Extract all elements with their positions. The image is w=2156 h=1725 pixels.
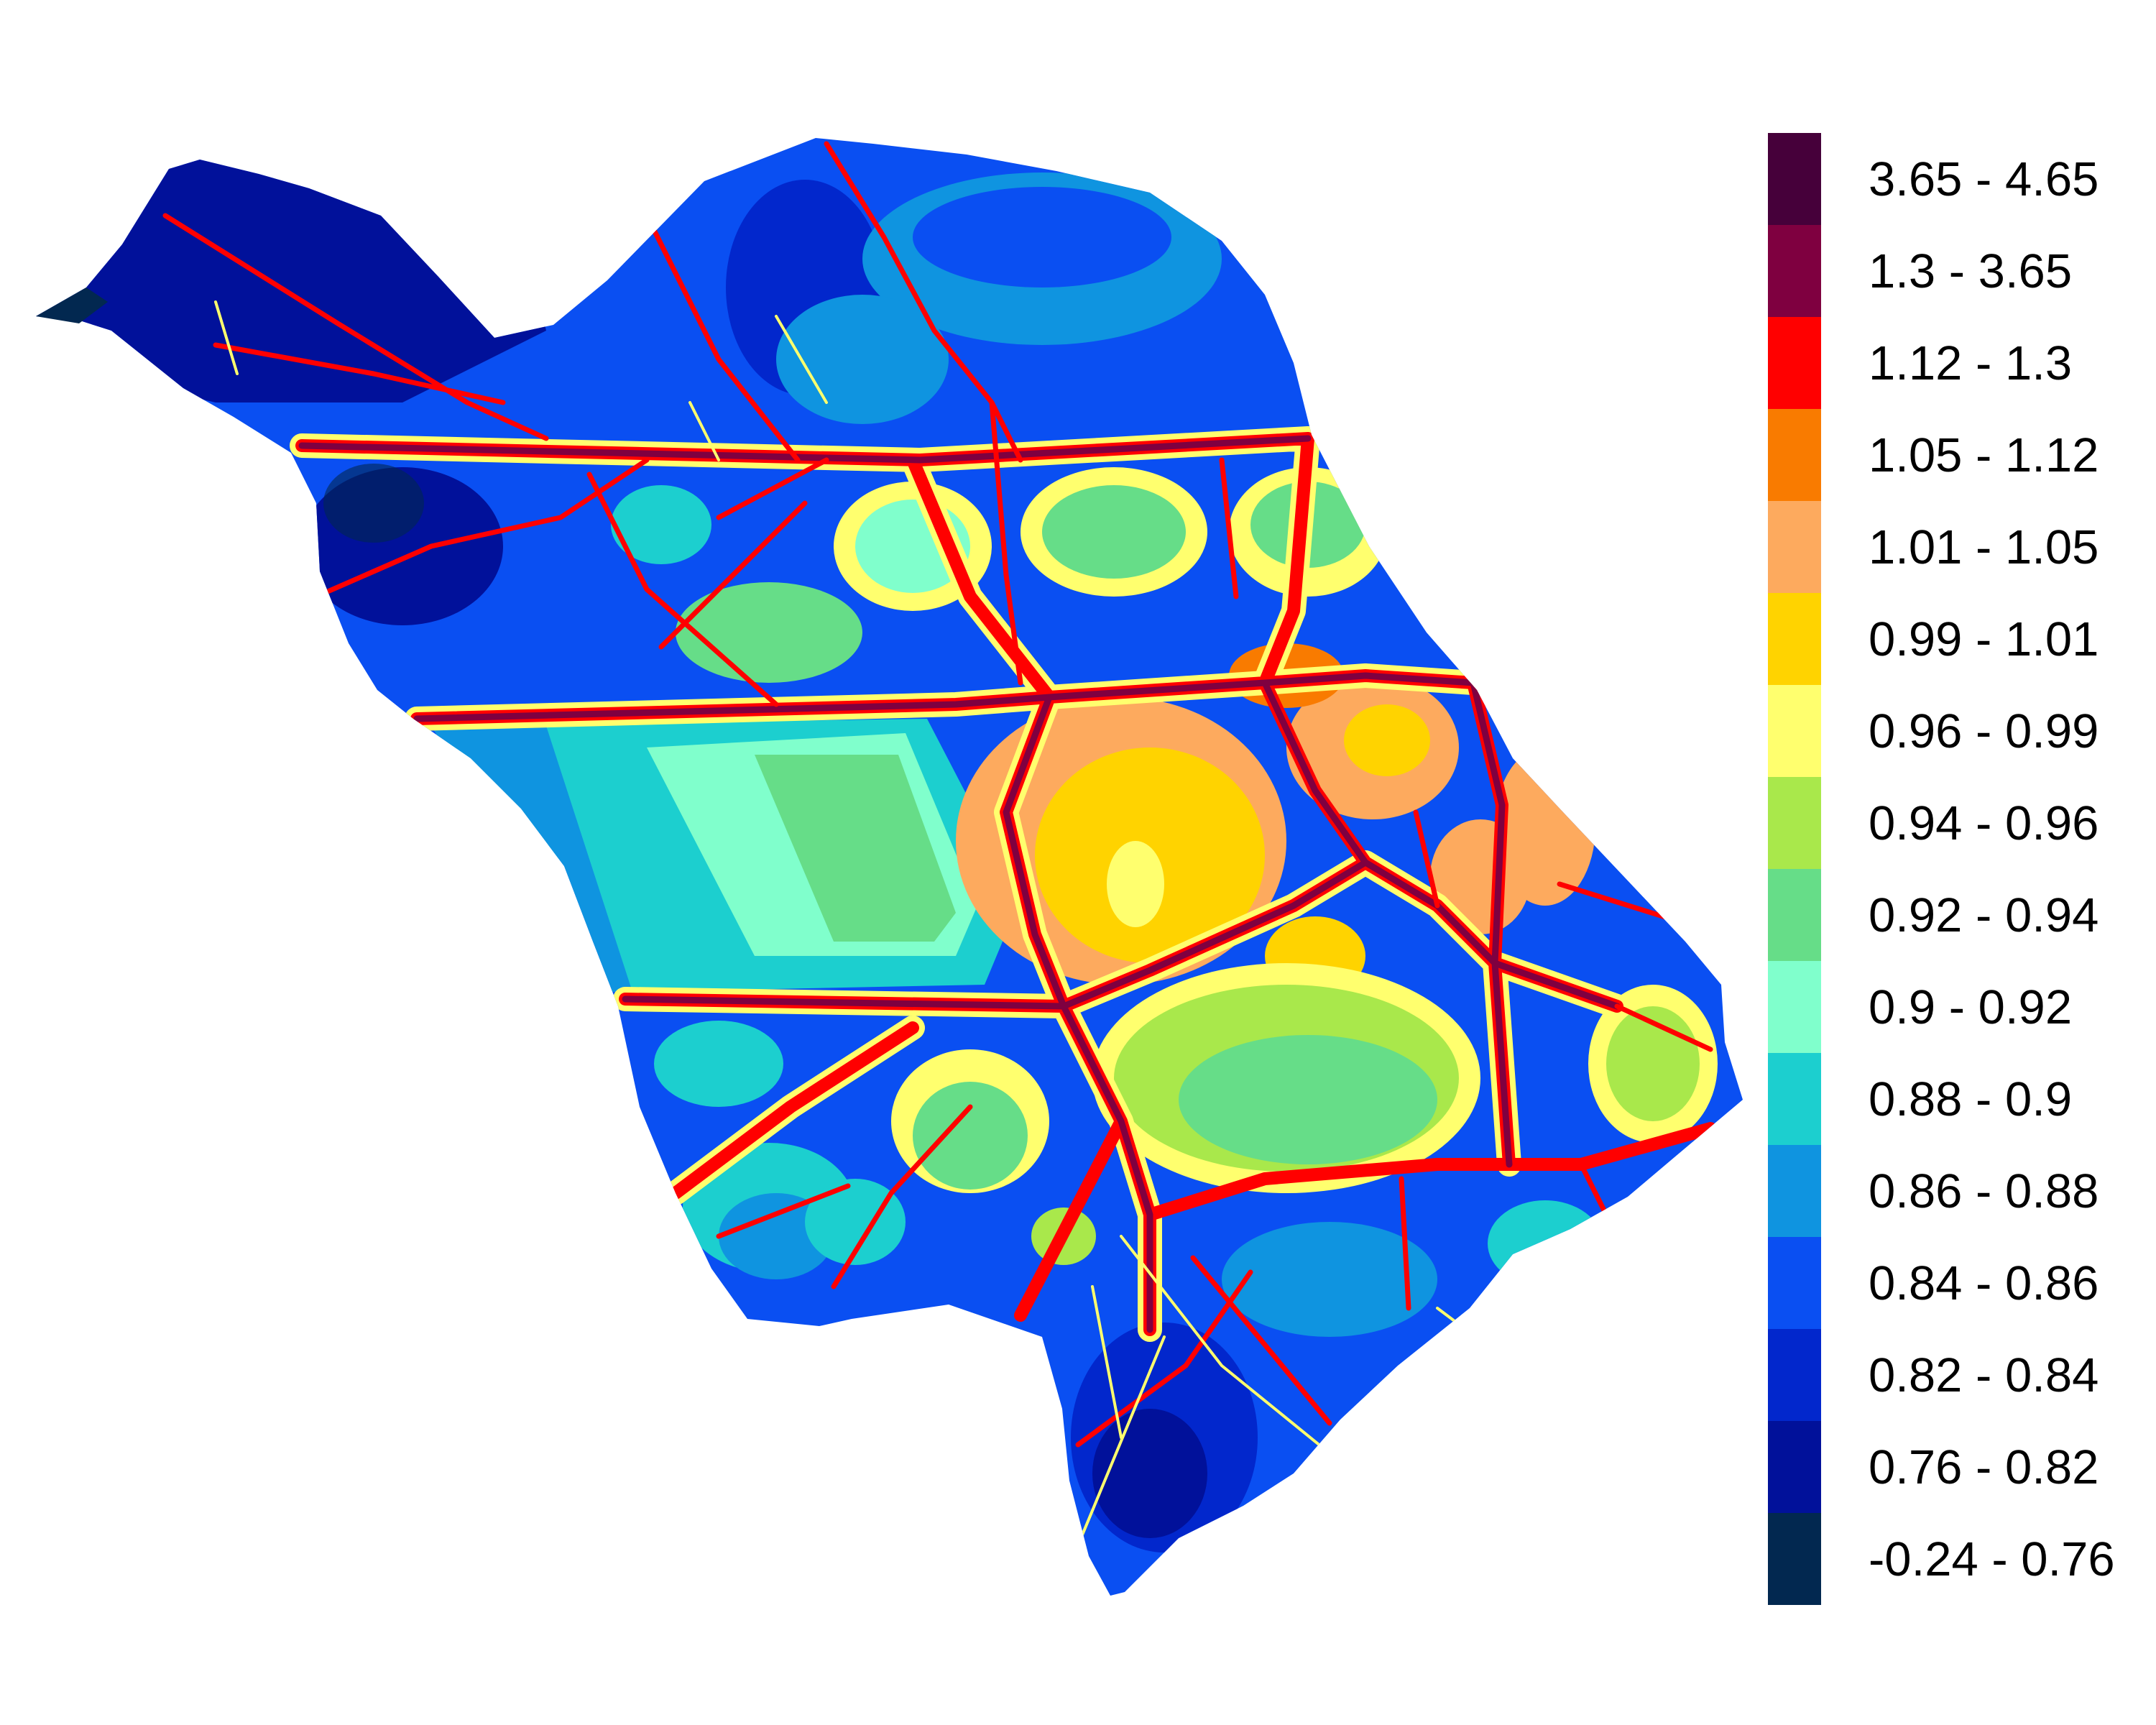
legend-label-4: 1.01 - 1.05 xyxy=(1869,520,2099,574)
legend-label-5: 0.99 - 1.01 xyxy=(1869,612,2099,666)
legend-label-14: 0.76 - 0.82 xyxy=(1869,1440,2099,1494)
zone-center-spot xyxy=(1107,841,1164,927)
zone-sw-1-core xyxy=(719,1193,834,1279)
zone-sw-2-core xyxy=(913,1082,1028,1190)
legend-swatch-15 xyxy=(1768,1513,1821,1605)
raster-zones xyxy=(36,141,1718,1552)
zone-pocket-2-inner xyxy=(1042,485,1186,579)
zone-east-1-core xyxy=(1344,704,1430,776)
zone-pocket-4 xyxy=(676,582,862,683)
legend-label-13: 0.82 - 0.84 xyxy=(1869,1348,2099,1402)
zone-sw-3 xyxy=(654,1021,783,1107)
zone-south-tail-core xyxy=(1092,1409,1207,1538)
west-tip-blob xyxy=(36,288,108,323)
zone-northwest-left-inner xyxy=(323,464,424,543)
zone-south-3 xyxy=(1488,1200,1603,1287)
zone-south-lens-core xyxy=(1179,1035,1437,1164)
zone-west-large-core xyxy=(755,755,956,942)
legend-label-12: 0.84 - 0.86 xyxy=(1869,1256,2099,1310)
legend-swatch-13 xyxy=(1768,1329,1821,1421)
legend-swatch-12 xyxy=(1768,1237,1821,1329)
zone-northwest-dark xyxy=(36,144,546,402)
legend-swatch-11 xyxy=(1768,1145,1821,1237)
network-tertiary xyxy=(214,300,1496,1547)
legend-swatch-3 xyxy=(1768,409,1821,501)
legend-swatch-0 xyxy=(1768,133,1821,225)
legend-label-9: 0.9 - 0.92 xyxy=(1869,980,2072,1034)
network-secondary xyxy=(162,141,1713,1448)
legend: 3.65 - 4.65 1.3 - 3.65 1.12 - 1.3 1.05 -… xyxy=(1768,133,2115,1605)
legend-swatch-8 xyxy=(1768,869,1821,961)
legend-label-3: 1.05 - 1.12 xyxy=(1869,428,2099,482)
legend-label-1: 1.3 - 3.65 xyxy=(1869,244,2072,298)
legend-swatch-10 xyxy=(1768,1053,1821,1145)
zone-pocket-5 xyxy=(611,485,711,564)
legend-swatch-4 xyxy=(1768,501,1821,593)
legend-label-6: 0.96 - 0.99 xyxy=(1869,704,2099,758)
legend-label-2: 1.12 - 1.3 xyxy=(1869,336,2072,390)
legend-label-0: 3.65 - 4.65 xyxy=(1869,152,2099,206)
legend-swatch-1 xyxy=(1768,225,1821,317)
legend-swatch-7 xyxy=(1768,777,1821,869)
legend-label-8: 0.92 - 0.94 xyxy=(1869,888,2099,942)
zone-north-right-inner xyxy=(913,187,1171,288)
network-maroon-main xyxy=(298,435,1621,1333)
legend-swatch-2 xyxy=(1768,317,1821,409)
zone-east-3 xyxy=(1495,748,1595,906)
legend-label-15: -0.24 - 0.76 xyxy=(1869,1532,2115,1586)
zone-sw-4 xyxy=(805,1179,906,1265)
network-lines xyxy=(162,141,1717,1547)
zone-south-2 xyxy=(1222,1222,1437,1337)
legend-label-11: 0.86 - 0.88 xyxy=(1869,1164,2099,1218)
legend-swatch-5 xyxy=(1768,593,1821,685)
legend-label-7: 0.94 - 0.96 xyxy=(1869,796,2099,850)
legend-label-10: 0.88 - 0.9 xyxy=(1869,1072,2072,1126)
legend-swatch-14 xyxy=(1768,1421,1821,1513)
legend-swatch-6 xyxy=(1768,685,1821,777)
legend-swatch-9 xyxy=(1768,961,1821,1053)
